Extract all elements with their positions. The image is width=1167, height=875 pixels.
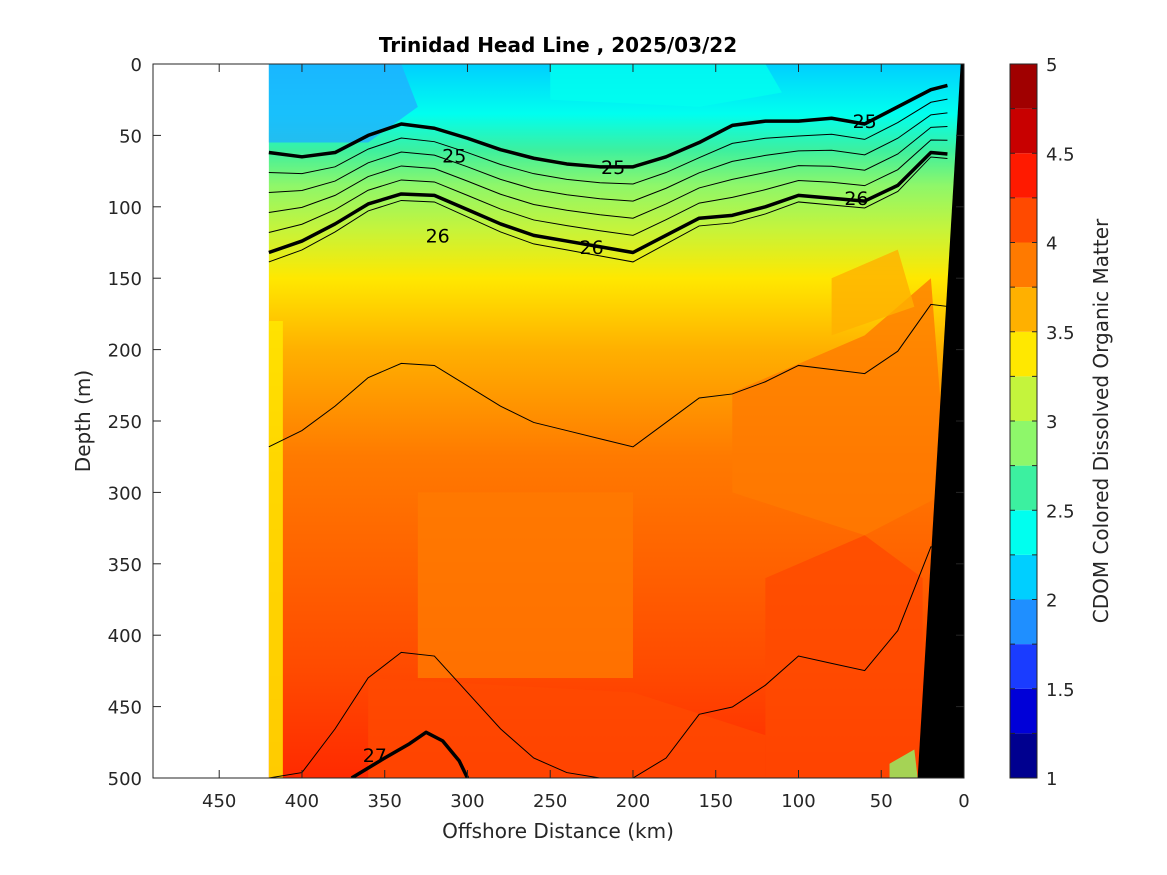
y-tick-label: 150 (108, 269, 142, 290)
contour-label: 26 (844, 188, 868, 210)
colorbar-swatch (1010, 421, 1037, 466)
cdom-patch (268, 64, 418, 143)
y-tick-label: 0 (131, 55, 142, 76)
contour-label: 27 (363, 745, 387, 767)
contour-label: 25 (601, 157, 625, 179)
density-contour-minor (268, 139, 948, 236)
colorbar-swatch (1010, 287, 1037, 332)
contour-label: 26 (426, 225, 450, 247)
colorbar-swatch (1010, 733, 1037, 778)
density-contour-27 (350, 730, 470, 778)
colorbar-label: CDOM Colored Dissolved Organic Matter (1089, 218, 1113, 623)
colorbar-swatch (1010, 688, 1037, 734)
cdom-patch (831, 249, 915, 336)
plot-area: 25 25 25 26 26 26 27 (153, 64, 964, 778)
chart-title: Trinidad Head Line , 2025/03/22 (379, 33, 737, 57)
y-tick-label: 400 (108, 626, 142, 647)
colorbar-tick-label: 4 (1046, 234, 1057, 255)
x-tick-label: 350 (368, 791, 402, 812)
cdom-patch (732, 278, 948, 536)
colorbar-swatch (1010, 599, 1037, 645)
cdom-edge-band (268, 321, 283, 778)
x-tick-label: 400 (285, 791, 319, 812)
contour-label: 26 (580, 237, 604, 259)
cdom-patch (889, 749, 918, 778)
colorbar-swatch (1010, 108, 1037, 154)
y-tick-label: 450 (108, 698, 142, 719)
colorbar-tick-label: 2.5 (1046, 501, 1075, 522)
colorbar: 5 4.5 4 3.5 3 2.5 2 1.5 1 (1009, 55, 1075, 790)
colorbar-swatch (1010, 554, 1037, 600)
x-tick-label: 200 (616, 791, 650, 812)
y-tick-label: 500 (108, 769, 142, 790)
cdom-patches (268, 64, 948, 778)
density-contour-26 (268, 150, 948, 255)
y-tick-label: 50 (119, 126, 142, 147)
x-tick-label: 450 (202, 791, 236, 812)
y-tick-label: 250 (108, 412, 142, 433)
colorbar-swatch (1010, 153, 1037, 198)
y-tick-label: 300 (108, 483, 142, 504)
colorbar-swatch (1010, 331, 1037, 377)
colorbar-tick-label: 1 (1046, 769, 1057, 790)
colorbar-swatch (1010, 510, 1037, 555)
cdom-patch (417, 492, 633, 679)
density-contour-minor (268, 98, 948, 185)
density-contours: 25 25 25 26 26 26 27 (268, 83, 948, 778)
colorbar-tick-label: 3.5 (1046, 323, 1075, 344)
contour-label: 25 (442, 145, 466, 167)
colorbar-tick-label: 5 (1046, 55, 1057, 76)
density-contour-25 (268, 83, 948, 169)
x-tick-label: 0 (958, 791, 969, 812)
colorbar-swatch (1010, 376, 1037, 421)
x-axis-label: Offshore Distance (km) (442, 819, 674, 843)
colorbar-tick-label: 4.5 (1046, 144, 1075, 165)
y-axis-label: Depth (m) (71, 370, 95, 472)
density-contour-minor (268, 303, 948, 448)
colorbar-tick-label: 2 (1046, 591, 1057, 612)
y-axis: 0 50 100 150 200 250 300 350 400 450 500 (108, 55, 964, 790)
colorbar-swatch (1010, 242, 1037, 288)
density-contour-minor (268, 156, 948, 263)
colorbar-tick-label: 1.5 (1046, 680, 1075, 701)
colorbar-swatch (1010, 465, 1037, 511)
x-tick-label: 300 (450, 791, 484, 812)
y-tick-label: 200 (108, 341, 142, 362)
colorbar-swatch (1010, 64, 1037, 109)
colorbar-tick-label: 3 (1046, 412, 1057, 433)
colorbar-swatch (1010, 197, 1037, 243)
cdom-patch (368, 678, 766, 778)
contour-label: 25 (853, 111, 877, 133)
cdom-patch (765, 535, 923, 778)
seafloor-bathymetry (917, 64, 964, 778)
density-contour-minor (268, 546, 948, 778)
y-tick-label: 100 (108, 198, 142, 219)
x-tick-label: 250 (533, 791, 567, 812)
density-contour-minor (268, 112, 948, 202)
y-tick-label: 350 (108, 555, 142, 576)
x-tick-label: 100 (781, 791, 815, 812)
x-axis: 450 400 350 300 250 200 150 100 50 0 (202, 64, 970, 812)
colorbar-swatch (1010, 644, 1037, 689)
x-tick-label: 50 (870, 791, 893, 812)
cdom-patch (550, 64, 782, 107)
density-contour-minor (268, 126, 948, 219)
x-tick-label: 150 (699, 791, 733, 812)
